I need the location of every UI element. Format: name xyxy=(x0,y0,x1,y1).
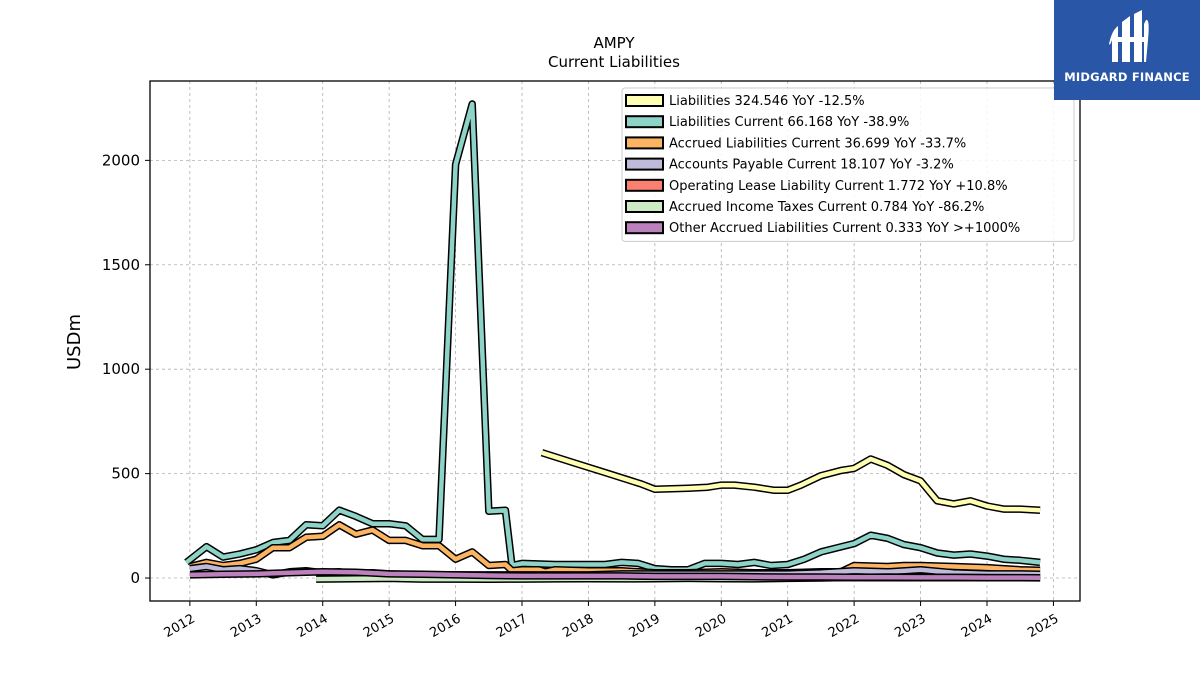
series-layer xyxy=(184,100,1041,584)
series-line xyxy=(189,569,1041,581)
y-tick-label: 1000 xyxy=(102,360,140,378)
brand-logo: MIDGARD FINANCE xyxy=(1054,0,1200,100)
series-line xyxy=(189,522,1041,576)
chart-subtitle: Current Liabilities xyxy=(548,53,680,71)
legend-swatch xyxy=(625,221,664,235)
y-tick-label: 1500 xyxy=(102,256,140,274)
y-tick-label: 500 xyxy=(111,465,140,483)
y-tick-label: 2000 xyxy=(102,151,140,169)
legend-entry: Operating Lease Liability Current 1.772 … xyxy=(669,179,1008,194)
legend-entry: Other Accrued Liabilities Current 0.333 … xyxy=(669,221,1020,236)
legend-swatch xyxy=(625,94,664,107)
plot-frame xyxy=(149,80,1081,602)
y-axis-label: USDm xyxy=(64,314,85,370)
series-liabilities-current xyxy=(184,100,1041,574)
chart-title: AMPY xyxy=(593,34,635,52)
legend-entry: Accrued Liabilities Current 36.699 YoY -… xyxy=(669,136,966,151)
legend-entry: Liabilities 324.546 YoY -12.5% xyxy=(669,94,865,109)
legend-swatch xyxy=(625,136,664,150)
midgard-logo-icon xyxy=(1109,10,1149,62)
series-other-accrued-liabilities-current xyxy=(189,568,1041,582)
legend-entry: Liabilities Current 66.168 YoY -38.9% xyxy=(669,115,909,130)
y-axis: 0 500 1000 1500 2000 xyxy=(102,151,150,587)
legend-swatch xyxy=(625,157,664,171)
legend-swatch xyxy=(625,200,664,213)
legend: Liabilities 324.546 YoY -12.5% Liabilitie… xyxy=(621,87,1075,242)
series-line xyxy=(541,450,1041,513)
legend-entry: Accounts Payable Current 18.107 YoY -3.2… xyxy=(669,158,954,173)
legend-swatch xyxy=(625,115,664,129)
legend-entry: Accrued Income Taxes Current 0.784 YoY -… xyxy=(669,200,984,215)
legend-swatch xyxy=(625,178,664,192)
legend-box xyxy=(621,87,1075,242)
y-tick-label: 0 xyxy=(130,569,140,587)
brand-name: MIDGARD FINANCE xyxy=(1064,70,1190,84)
series-liabilities xyxy=(540,449,1041,514)
series-accrued-liabilities-current xyxy=(189,521,1041,577)
series-line xyxy=(185,101,1041,572)
